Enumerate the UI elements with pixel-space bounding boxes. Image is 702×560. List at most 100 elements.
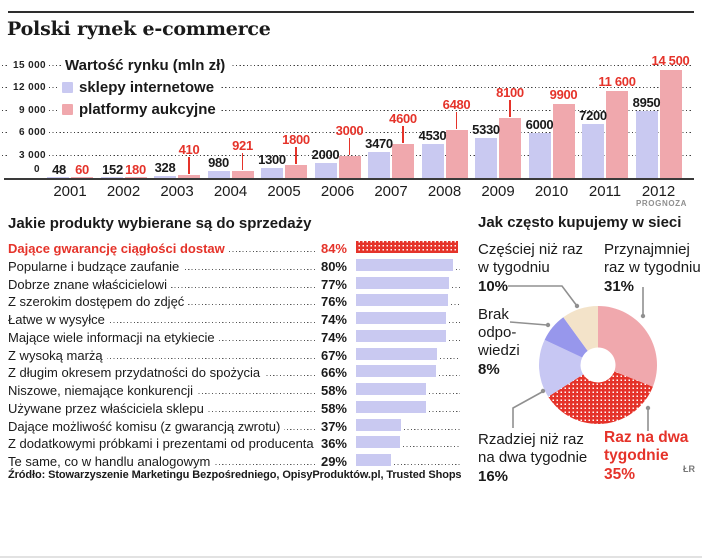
product-pct: 29% [316,455,347,469]
source-note: Źródło: Stowarzyszenie Marketingu Bezpoś… [8,469,462,481]
product-pct: 74% [316,330,347,345]
bottom-rule [0,556,702,558]
shop-value-label: 5330 [472,122,500,138]
product-label: Używane przez właściciela sklepu [8,401,208,416]
donut-segment [598,306,658,387]
product-row: Z długim okresem przydatności do spożyci… [8,363,347,381]
product-bar [356,454,391,466]
page-title: Polski rynek e-commerce [7,18,271,40]
year-label: 2010 [534,183,569,200]
year-label: 2006 [320,183,355,200]
bar-trailing-dots [456,268,460,271]
shop-bar [100,176,123,178]
leader-dot [645,405,651,411]
value-leader-line [509,99,511,117]
value-leader-line [295,146,297,164]
donut-segment [544,317,588,358]
callout-line: raz w tygodniu [604,259,701,276]
year-label: 2009 [481,183,515,200]
product-row: Mające wiele informacji na etykiecie 74% [8,328,347,346]
product-label: Z dodatkowymi próbkami i prezentami od p… [8,437,318,452]
auctions-swatch-icon [62,104,73,115]
product-pct: 84% [316,242,347,256]
legend-shops-label: sklepy internetowe [79,79,215,96]
shop-value-label: 2000 [311,147,340,163]
gridline [2,132,692,135]
callout-more-than-weekly: Częściej niż raz w tygodniu 10% [478,241,583,296]
product-bar [356,400,426,413]
y-tick-label: 3 000 [8,149,48,162]
callout-line: tygodnie [604,447,669,464]
product-label: Dobrze znane właścicielowi [8,277,171,292]
x-axis-line [4,178,694,180]
auction-bar [71,177,93,178]
product-label: Łatwe w wysyłce [8,313,109,327]
auction-value-label: 3000 [335,122,364,138]
shop-bar [47,177,69,178]
product-label: Z wysoką marżą [8,348,107,363]
leader-dot [545,322,551,328]
bar-trailing-dots [394,464,460,466]
callout-line: odpo- [478,324,517,341]
legend-item-shops: sklepy internetowe [59,79,220,96]
year-label: 2004 [213,183,248,200]
frequency-donut-chart [539,306,658,425]
shop-bar [528,133,551,178]
year-label: 2008 [427,183,462,200]
shop-bar [421,144,444,178]
callout-at-least-weekly: Przynajmniej raz w tygodniu 31% [604,241,701,296]
auction-bar [392,143,414,178]
auction-bar [124,176,147,178]
year-label: 2005 [267,183,301,200]
donut-leader-lines [508,285,651,431]
year-label: 2011 [588,183,622,200]
auction-bar [231,171,254,178]
product-pct: 76% [316,295,347,310]
auction-bar [499,117,521,178]
product-bar [356,347,437,360]
product-pct: 66% [316,366,347,381]
chart-legend-title: Wartość rynku (mln zł) [62,57,231,74]
market-chart-title: Wartość rynku (mln zł) [65,57,226,74]
product-row: Dobrze znane właścicielowi 77% [8,275,347,293]
y-tick-label: 15 000 [8,60,48,72]
auction-value-label: 9900 [549,87,578,103]
auction-bar [606,91,628,178]
product-row: Dające gwarancję ciągłości dostaw 84% [8,239,347,257]
y-tick-label: 9 000 [8,104,48,117]
shop-value-label: 8950 [632,95,661,111]
product-row: Te same, co w handlu analogowym 29% [8,452,347,470]
callout-line: Brak [478,306,509,323]
callout-line: Przynajmniej [604,241,690,258]
product-row: Z szerokim dostępem do zdjęć 76% [8,292,347,310]
value-leader-line [455,111,457,129]
product-pct: 36% [316,437,347,452]
callout-pct: 16% [478,468,509,485]
shop-value-label: 152 [102,162,123,177]
year-label: 2003 [160,183,194,200]
bar-trailing-dots [440,357,460,360]
y-tick-label: 0 [20,164,42,176]
donut-segment [548,371,653,425]
value-leader-line [402,125,404,143]
product-row: Używane przez właściciela sklepu 58% [8,399,347,417]
auction-value-label: 60 [75,162,89,177]
legend-auctions-label: platformy aukcyjne [79,101,216,118]
callout-no-answer: Brak odpo- wiedzi 8% [478,306,520,379]
auction-bar [178,174,200,178]
year-label: 2012 [641,183,676,200]
shop-bar [582,124,604,178]
product-row: Z dodatkowymi próbkami i prezentami od p… [8,434,347,452]
shop-value-label: 328 [154,159,176,175]
bar-trailing-dots [429,393,460,395]
product-pct: 58% [316,401,347,416]
callout-line: wiedzi [478,342,520,359]
row-dotted-leader [8,286,347,289]
callout-line: Raz na dwa [604,429,689,446]
shop-bar [207,170,230,178]
product-label: Dające gwarancję ciągłości dostaw [8,242,229,256]
shop-value-label: 6000 [525,117,554,133]
